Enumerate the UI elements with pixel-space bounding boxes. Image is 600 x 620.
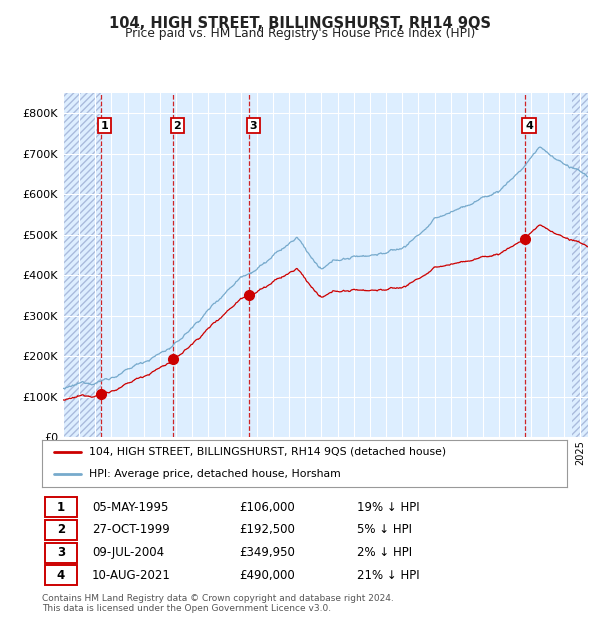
- Text: 10-AUG-2021: 10-AUG-2021: [92, 569, 171, 582]
- Text: 09-JUL-2004: 09-JUL-2004: [92, 546, 164, 559]
- Text: 19% ↓ HPI: 19% ↓ HPI: [357, 501, 419, 514]
- FancyBboxPatch shape: [44, 565, 77, 585]
- Text: 104, HIGH STREET, BILLINGSHURST, RH14 9QS (detached house): 104, HIGH STREET, BILLINGSHURST, RH14 9Q…: [89, 447, 446, 457]
- Text: 2: 2: [173, 121, 181, 131]
- Text: 1: 1: [57, 501, 65, 514]
- Text: Price paid vs. HM Land Registry's House Price Index (HPI): Price paid vs. HM Land Registry's House …: [125, 27, 475, 40]
- Text: £349,950: £349,950: [239, 546, 295, 559]
- Text: 2: 2: [57, 523, 65, 536]
- FancyBboxPatch shape: [44, 497, 77, 518]
- Text: HPI: Average price, detached house, Horsham: HPI: Average price, detached house, Hors…: [89, 469, 341, 479]
- Text: 27-OCT-1999: 27-OCT-1999: [92, 523, 170, 536]
- Text: 4: 4: [57, 569, 65, 582]
- Text: 1: 1: [101, 121, 109, 131]
- Text: 4: 4: [525, 121, 533, 131]
- Text: 21% ↓ HPI: 21% ↓ HPI: [357, 569, 419, 582]
- Text: Contains HM Land Registry data © Crown copyright and database right 2024.: Contains HM Land Registry data © Crown c…: [42, 594, 394, 603]
- FancyBboxPatch shape: [44, 542, 77, 562]
- Text: 2% ↓ HPI: 2% ↓ HPI: [357, 546, 412, 559]
- Text: £490,000: £490,000: [239, 569, 295, 582]
- Text: 104, HIGH STREET, BILLINGSHURST, RH14 9QS: 104, HIGH STREET, BILLINGSHURST, RH14 9Q…: [109, 16, 491, 31]
- Text: 3: 3: [57, 546, 65, 559]
- Text: £106,000: £106,000: [239, 501, 295, 514]
- FancyBboxPatch shape: [44, 520, 77, 540]
- Text: 3: 3: [250, 121, 257, 131]
- Text: 5% ↓ HPI: 5% ↓ HPI: [357, 523, 412, 536]
- Text: This data is licensed under the Open Government Licence v3.0.: This data is licensed under the Open Gov…: [42, 604, 331, 613]
- Text: £192,500: £192,500: [239, 523, 295, 536]
- Text: 05-MAY-1995: 05-MAY-1995: [92, 501, 168, 514]
